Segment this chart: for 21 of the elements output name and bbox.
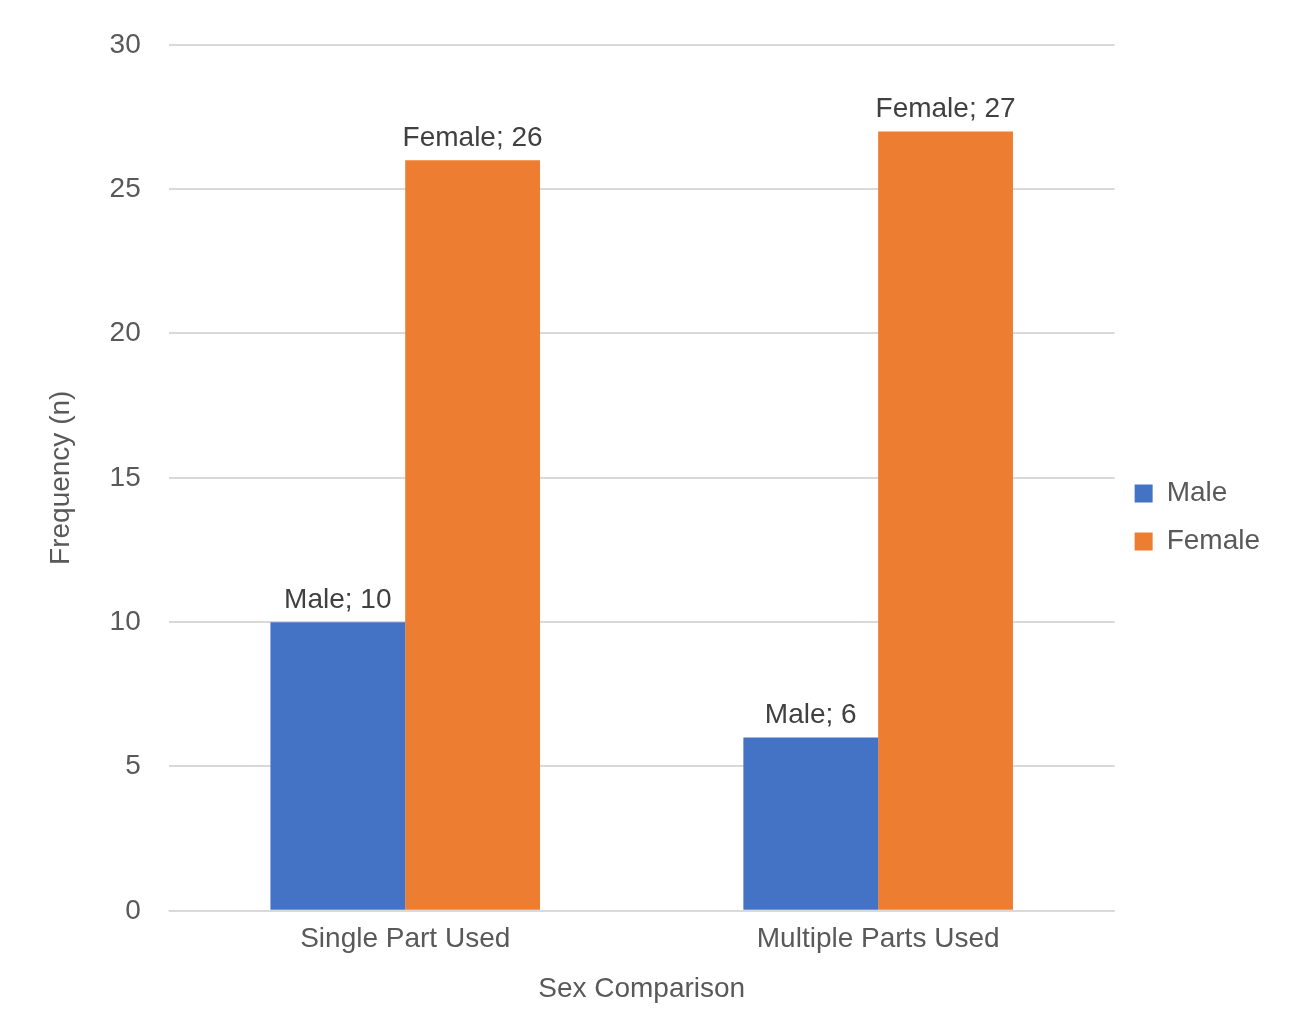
bar [270, 622, 406, 910]
data-label: Male; 10 [284, 582, 392, 614]
y-tick-label: 30 [109, 27, 141, 59]
y-tick-label: 0 [125, 893, 141, 925]
data-label: Female; 27 [875, 92, 1016, 124]
bar [743, 737, 879, 910]
y-tick-label: 25 [109, 171, 141, 203]
y-tick-label: 10 [109, 604, 141, 636]
legend-label: Female [1166, 524, 1261, 556]
x-axis-title: Sex Comparison [538, 971, 746, 1003]
y-tick-label: 20 [109, 316, 141, 348]
x-tick-label: Single Part Used [300, 922, 511, 954]
bar [878, 131, 1013, 910]
data-label: Male; 6 [764, 698, 857, 730]
x-tick-label: Multiple Parts Used [756, 922, 1000, 954]
y-tick-label: 15 [109, 460, 141, 492]
y-tick-label: 5 [125, 749, 141, 781]
bar [405, 160, 541, 910]
data-label: Female; 26 [402, 120, 543, 152]
legend-label: Male [1166, 476, 1228, 508]
y-axis-title: Frequency (n) [43, 390, 75, 565]
